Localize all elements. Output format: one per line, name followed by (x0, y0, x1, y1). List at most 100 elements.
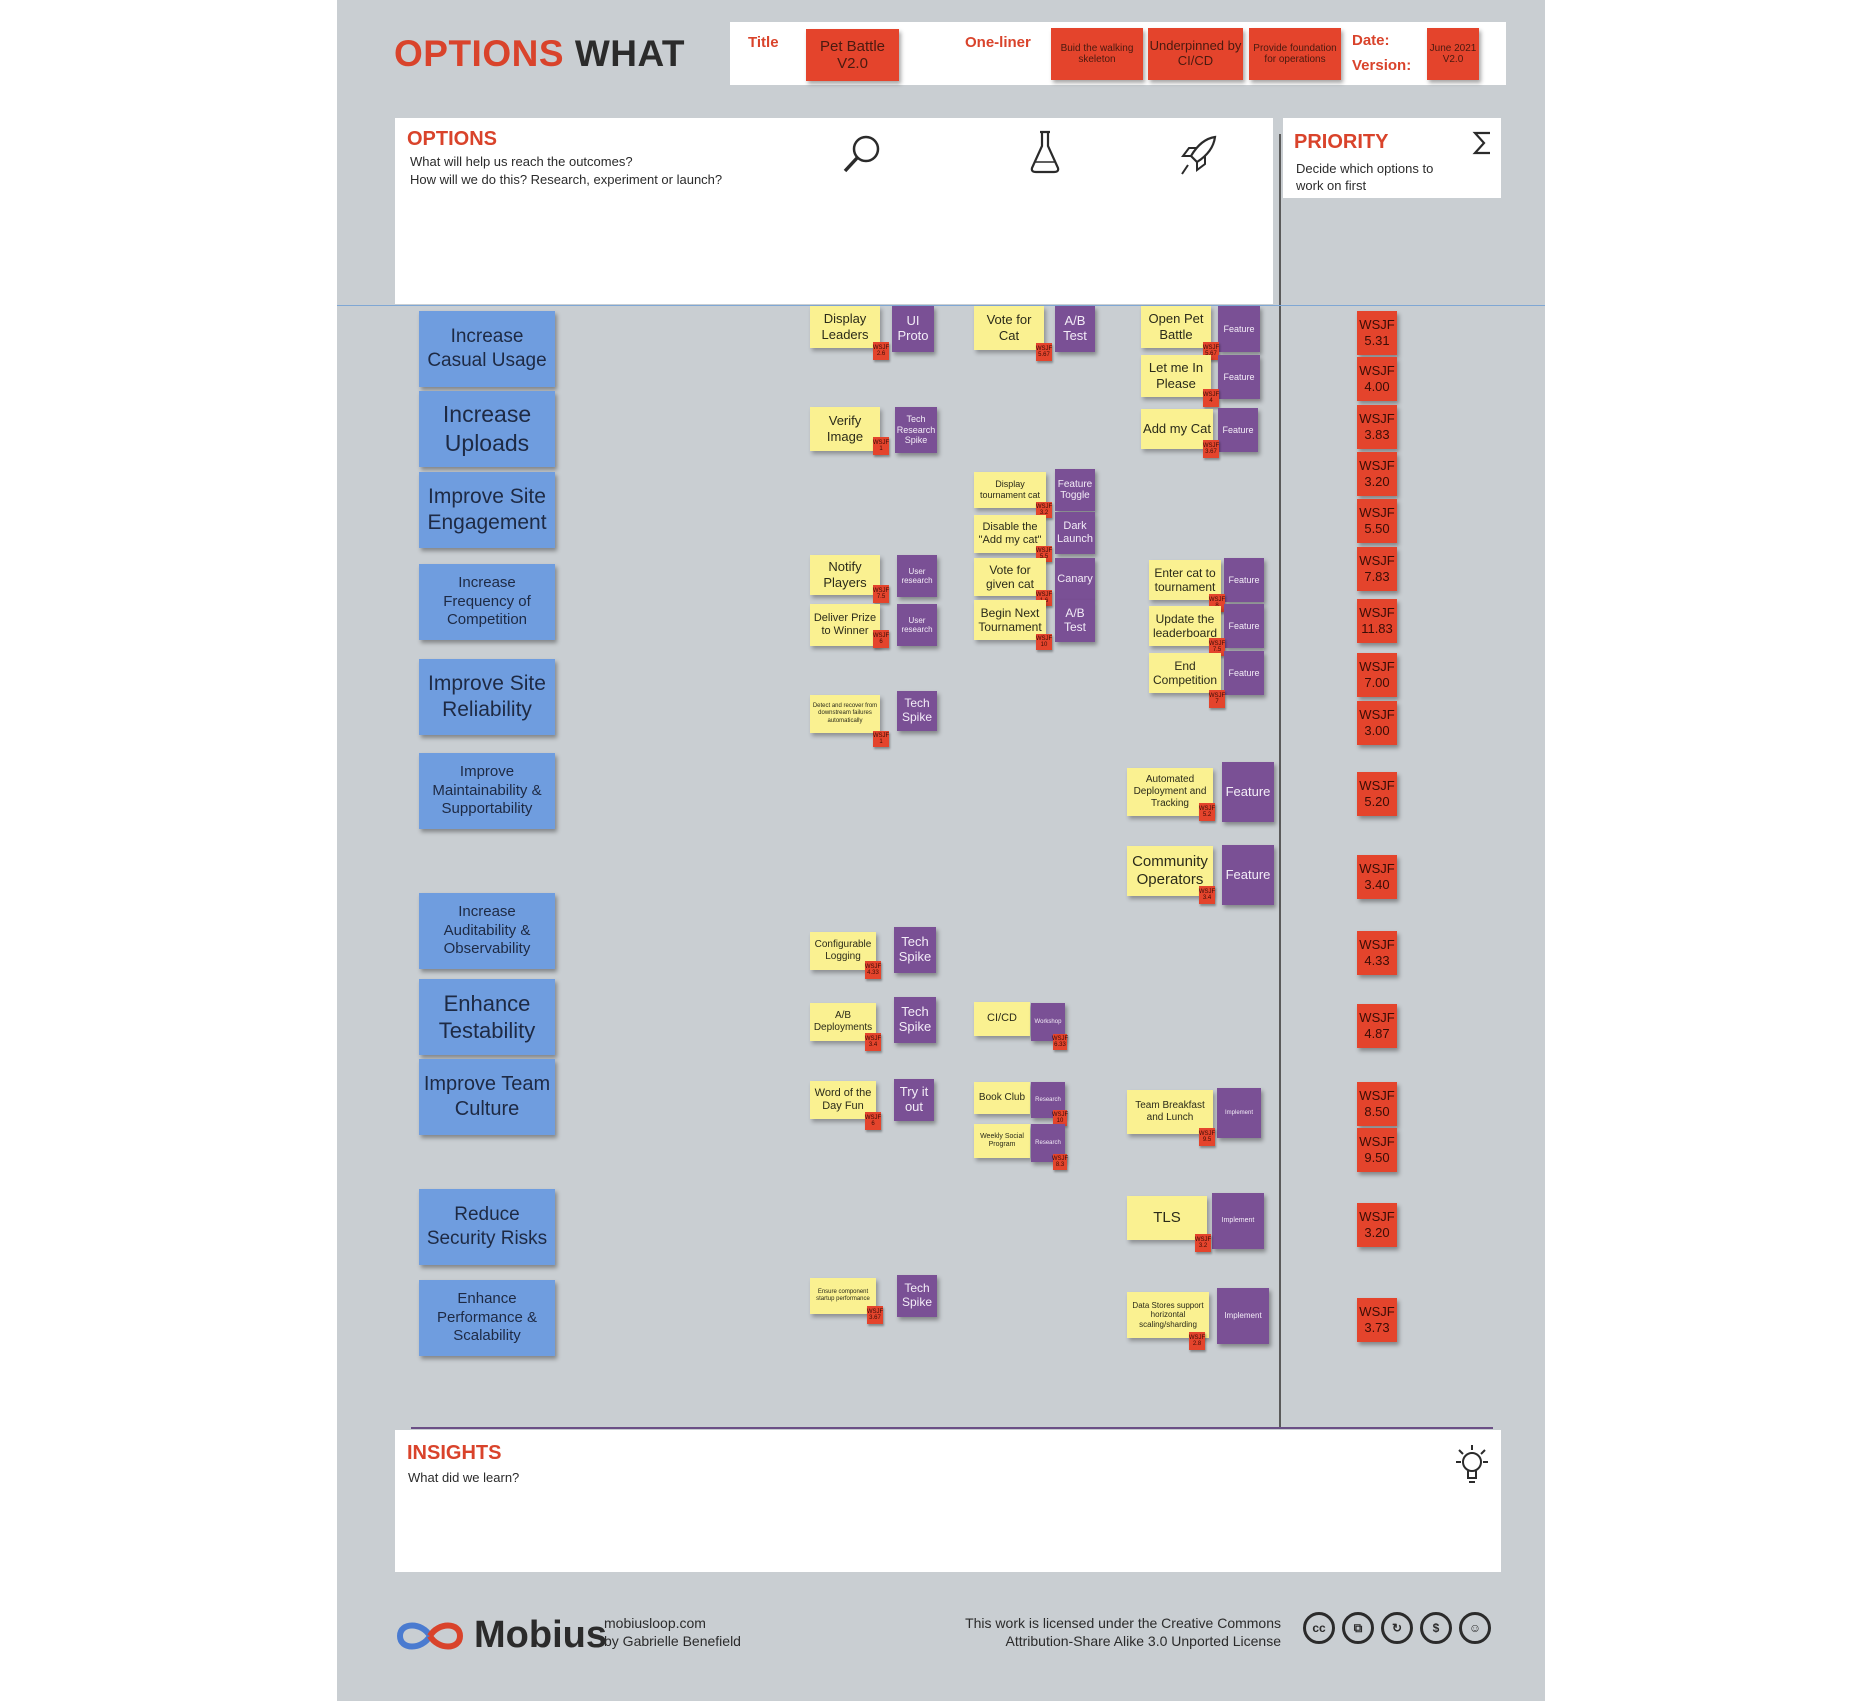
outcome-note[interactable]: Improve Team Culture (419, 1059, 555, 1135)
remix-icon[interactable]: ↻ (1381, 1612, 1413, 1644)
experiment-note[interactable]: CI/CD (974, 1002, 1030, 1036)
research-note[interactable]: Deliver Prize to Winner (810, 604, 880, 646)
noncommercial-icon[interactable]: $ (1420, 1612, 1452, 1644)
research-note[interactable]: Verify Image (810, 407, 880, 451)
canvas: OPTIONS WHAT Title Pet Battle V2.0 One-l… (337, 0, 1545, 1701)
outcome-note[interactable]: Improve Maintainability & Supportability (419, 753, 555, 829)
outcome-note[interactable]: Increase Casual Usage (419, 311, 555, 387)
license-line-2: Attribution-Share Alike 3.0 Unported Lic… (1005, 1633, 1282, 1649)
method-note[interactable]: Try it out (894, 1079, 934, 1121)
method-note[interactable]: Implement (1212, 1193, 1264, 1249)
method-note[interactable]: Feature (1224, 558, 1264, 602)
method-note[interactable]: Tech Spike (894, 927, 936, 973)
method-note[interactable]: UI Proto (892, 306, 934, 352)
method-note[interactable]: Dark Launch (1055, 512, 1095, 554)
outcome-note[interactable]: Increase Frequency of Competition (419, 564, 555, 640)
wsjf-score: 7.00 (1364, 675, 1390, 690)
outcome-note[interactable]: Reduce Security Risks (419, 1189, 555, 1265)
wsjf-score-note[interactable]: WSJF 3.20 (1357, 1203, 1397, 1247)
wsjf-score: 3.83 (1364, 427, 1390, 442)
method-note[interactable]: Feature (1224, 604, 1264, 648)
method-note[interactable]: Feature (1224, 651, 1264, 695)
wsjf-score-note[interactable]: WSJF 5.20 (1357, 772, 1397, 816)
wsjf-score-note[interactable]: WSJF 3.00 (1357, 701, 1397, 745)
launch-note[interactable]: Data Stores support horizontal scaling/s… (1127, 1292, 1209, 1338)
outcome-note[interactable]: Enhance Testability (419, 979, 555, 1055)
outcome-note[interactable]: Increase Auditability & Observability (419, 893, 555, 969)
experiment-note[interactable]: Vote for Cat (974, 306, 1044, 350)
method-note[interactable]: User research (897, 555, 937, 597)
date-version-note[interactable]: June 2021 V2.0 (1427, 28, 1479, 80)
method-note[interactable]: Implement (1217, 1088, 1261, 1138)
copy-icon[interactable]: ⧉ (1342, 1612, 1374, 1644)
method-note[interactable]: Feature (1222, 762, 1274, 822)
launch-note[interactable]: TLS (1127, 1196, 1207, 1240)
method-note[interactable]: Feature Toggle (1055, 469, 1095, 511)
method-note[interactable]: Feature (1218, 355, 1260, 399)
mobius-logo: Mobius (394, 1614, 607, 1657)
method-note[interactable]: Feature (1218, 408, 1258, 452)
wsjf-score-note[interactable]: WSJF 3.83 (1357, 405, 1397, 449)
method-note[interactable]: Tech Spike (897, 691, 937, 731)
wsjf-mini-note: WSJF 3.67 (1203, 440, 1219, 458)
oneliner-note-1[interactable]: Buid the walking skeleton (1051, 28, 1143, 80)
insights-panel (395, 1430, 1501, 1572)
wsjf-label: WSJF (1359, 1009, 1395, 1025)
oneliner-note-2[interactable]: Underpinned by CI/CD (1148, 28, 1243, 80)
wsjf-score-note[interactable]: WSJF 7.83 (1357, 547, 1397, 591)
experiment-note[interactable]: Display tournament cat (974, 472, 1046, 508)
launch-note[interactable]: Enter cat to tournament (1149, 560, 1221, 600)
wsjf-score-note[interactable]: WSJF 3.20 (1357, 452, 1397, 496)
wsjf-score-note[interactable]: WSJF 9.50 (1357, 1128, 1397, 1172)
method-note[interactable]: Tech Research Spike (895, 407, 937, 453)
oneliner-note-3[interactable]: Provide foundation for operations (1249, 28, 1341, 80)
footer-site[interactable]: mobiusloop.com (604, 1615, 706, 1631)
experiment-note[interactable]: Book Club (974, 1082, 1030, 1114)
experiment-note[interactable]: Disable the "Add my cat" (974, 515, 1046, 553)
outcome-note[interactable]: Enhance Performance & Scalability (419, 1280, 555, 1356)
wsjf-score-note[interactable]: WSJF 4.33 (1357, 931, 1397, 975)
launch-note[interactable]: Let me In Please (1141, 355, 1211, 397)
experiment-note[interactable]: Begin Next Tournament (974, 600, 1046, 640)
wsjf-score-note[interactable]: WSJF 3.73 (1357, 1298, 1397, 1342)
research-note[interactable]: Display Leaders (810, 306, 880, 348)
method-note[interactable]: A/B Test (1055, 306, 1095, 352)
outcome-note[interactable]: Increase Uploads (419, 391, 555, 467)
wsjf-score-note[interactable]: WSJF 7.00 (1357, 653, 1397, 697)
method-note[interactable]: Tech Spike (897, 1275, 937, 1317)
research-note[interactable]: Ensure component startup performance (810, 1278, 876, 1314)
method-note[interactable]: Feature (1218, 306, 1260, 352)
launch-note[interactable]: Add my Cat (1141, 409, 1213, 449)
method-note[interactable]: User research (897, 604, 937, 646)
wsjf-score-note[interactable]: WSJF 5.50 (1357, 499, 1397, 543)
method-note[interactable]: Canary (1055, 558, 1095, 600)
wsjf-score-note[interactable]: WSJF 4.87 (1357, 1004, 1397, 1048)
wsjf-score-note[interactable]: WSJF 3.40 (1357, 855, 1397, 899)
method-note[interactable]: A/B Test (1055, 600, 1095, 642)
title-value-note[interactable]: Pet Battle V2.0 (806, 29, 899, 81)
wsjf-score-note[interactable]: WSJF 11.83 (1357, 599, 1397, 643)
research-note[interactable]: Notify Players (810, 555, 880, 595)
options-heading: OPTIONS (407, 128, 498, 150)
page-title-options: OPTIONS (394, 33, 565, 74)
outcome-note[interactable]: Improve Site Reliability (419, 659, 555, 735)
launch-note[interactable]: Team Breakfast and Lunch (1127, 1090, 1213, 1134)
launch-note[interactable]: Open Pet Battle (1141, 306, 1211, 348)
wsjf-score-note[interactable]: WSJF 5.31 (1357, 311, 1397, 355)
method-note[interactable]: Tech Spike (894, 997, 936, 1043)
method-note[interactable]: Feature (1222, 845, 1274, 905)
wsjf-score: 7.83 (1364, 569, 1390, 584)
launch-note[interactable]: End Competition (1149, 653, 1221, 693)
wsjf-label: WSJF (1359, 706, 1395, 722)
launch-note[interactable]: Automated Deployment and Tracking (1127, 768, 1213, 816)
attribution-icon[interactable]: ☺ (1459, 1612, 1491, 1644)
outcome-note[interactable]: Improve Site Engagement (419, 472, 555, 548)
method-note[interactable]: Implement (1217, 1288, 1269, 1344)
experiment-note[interactable]: Vote for given cat (974, 558, 1046, 596)
wsjf-score-note[interactable]: WSJF 8.50 (1357, 1082, 1397, 1126)
launch-note[interactable]: Community Operators (1127, 846, 1213, 896)
cc-icon[interactable]: cc (1303, 1612, 1335, 1644)
wsjf-score-note[interactable]: WSJF 4.00 (1357, 357, 1397, 401)
research-note[interactable]: Detect and recover from downstream failu… (810, 695, 880, 733)
experiment-note[interactable]: Weekly Social Program (974, 1124, 1030, 1158)
